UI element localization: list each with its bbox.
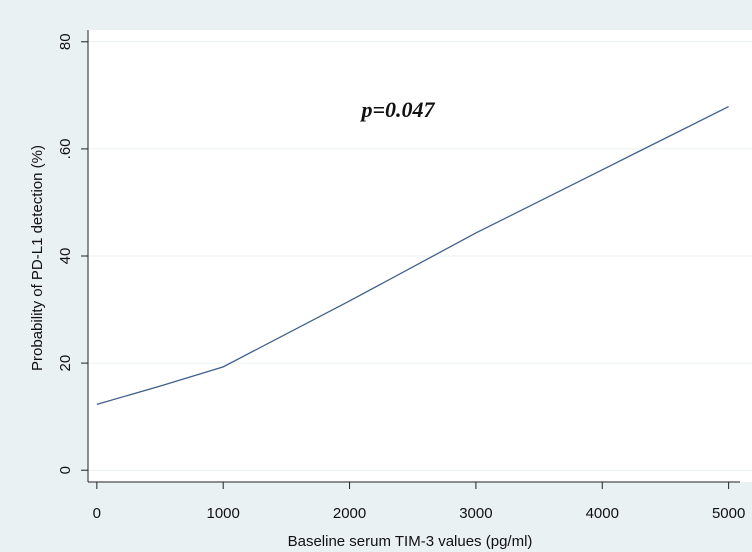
x-axis-label: Baseline serum TIM-3 values (pg/ml) bbox=[288, 533, 533, 550]
x-tick-label: 5000 bbox=[712, 505, 745, 522]
x-tick-label: 2000 bbox=[333, 505, 366, 522]
x-tick-label: 3000 bbox=[459, 505, 492, 522]
y-tick-label: 20 bbox=[57, 355, 74, 372]
y-axis-label: Probability of PD-L1 detection (%) bbox=[29, 145, 46, 371]
x-tick-label: 4000 bbox=[586, 505, 619, 522]
x-tick-label: 0 bbox=[93, 505, 101, 522]
y-tick-label: .60 bbox=[57, 138, 74, 159]
y-tick-label: 0 bbox=[57, 466, 74, 474]
y-tick-label: 80 bbox=[57, 33, 74, 50]
line-series bbox=[96, 106, 729, 405]
y-tick-label: 40 bbox=[57, 248, 74, 265]
annotation: p=0.047 bbox=[359, 97, 435, 122]
x-tick-label: 1000 bbox=[207, 505, 240, 522]
